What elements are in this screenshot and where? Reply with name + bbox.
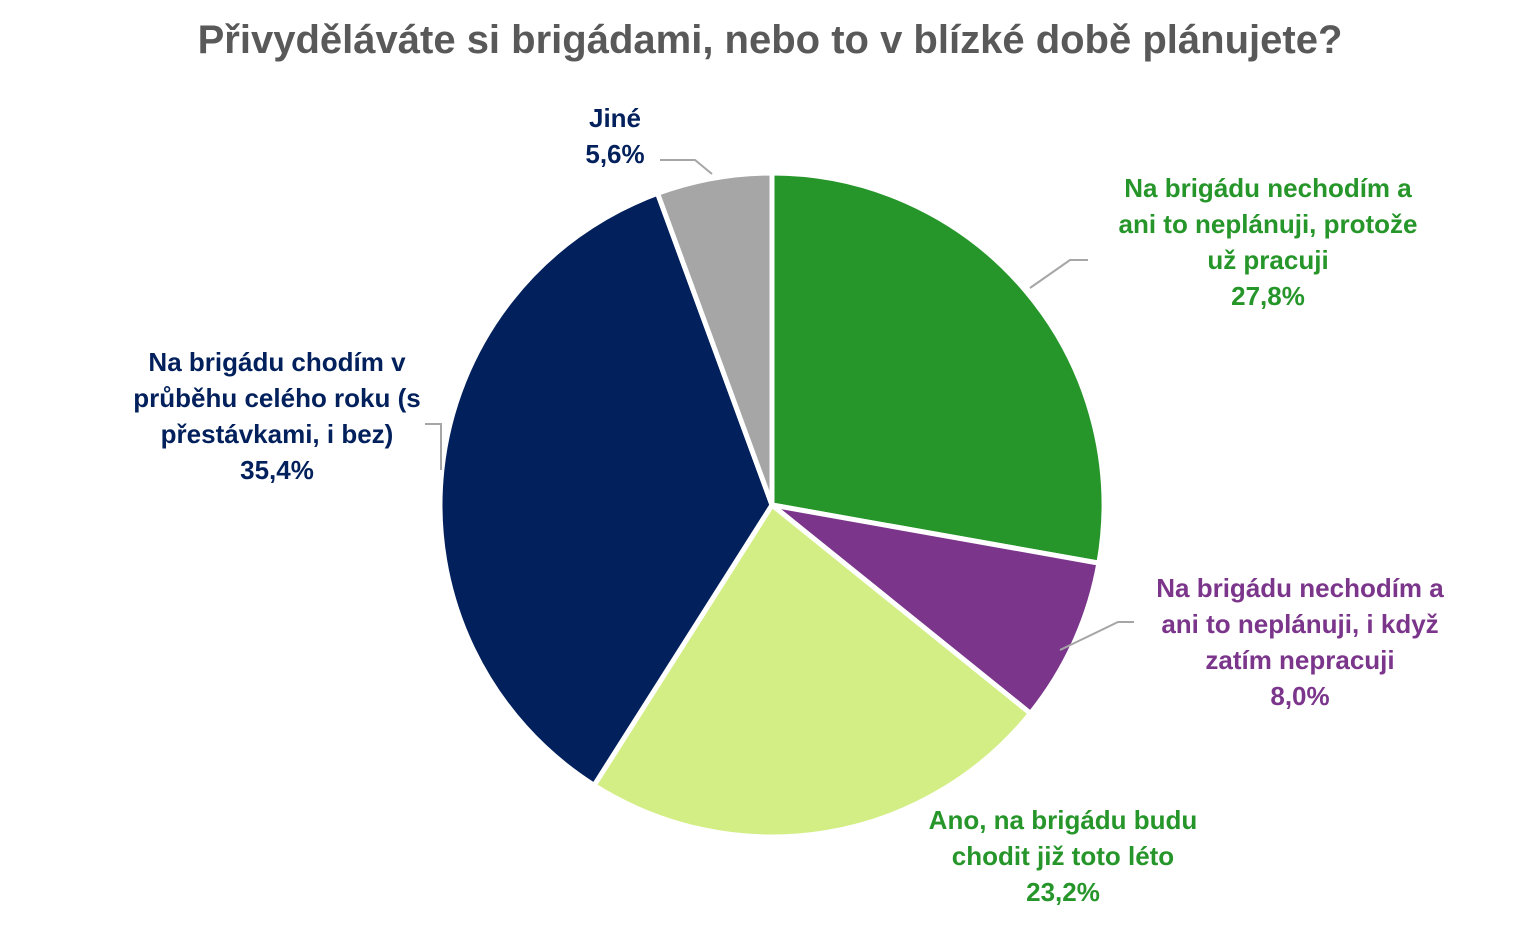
pie-slice-5 [655, 170, 775, 508]
chart-title: Přivyděláváte si brigádami, nebo to v bl… [197, 18, 1343, 62]
slice-category-label: chodit již toto léto [952, 841, 1174, 871]
slice-category-label: Ano, na brigádu budu [929, 805, 1198, 835]
slice-category-label: ani to neplánuji, protože [1119, 209, 1418, 239]
slice-category-label: Jiné [589, 103, 641, 133]
data-labels: Na brigádu nechodím a ani to neplánuji, p… [133, 103, 1444, 907]
pie-slice-1 [769, 170, 1107, 566]
slice-category-label: průběhu celého roku (s [133, 383, 421, 413]
slice-category-label: Na brigádu chodím v [148, 347, 406, 377]
leader-line-1 [1029, 259, 1088, 289]
leader-line-5 [660, 159, 713, 175]
slice-label-1: Na brigádu nechodím a ani to neplánuji, p… [1119, 173, 1418, 311]
slice-label-4: Na brigádu chodím v průběhu celého roku (… [133, 347, 421, 485]
slice-value-label: 35,4% [240, 455, 314, 485]
slice-category-label: Na brigádu nechodím a [1156, 573, 1444, 603]
slice-category-label: ani to neplánuji, i když [1161, 609, 1438, 639]
slice-category-label: přestávkami, i bez) [161, 419, 394, 449]
pie-slice-3 [591, 502, 1033, 840]
slice-value-label: 27,8% [1231, 281, 1305, 311]
pie-slices [437, 170, 1107, 840]
slice-label-5: Jiné 5,6% [585, 103, 644, 169]
slice-category-label: zatím nepracuji [1205, 645, 1394, 675]
leader-line-4 [425, 423, 442, 470]
slice-label-3: Ano, na brigádu budu chodit již toto léto… [929, 805, 1198, 907]
slice-category-label: už pracuji [1207, 245, 1328, 275]
slice-value-label: 8,0% [1270, 681, 1329, 711]
leader-lines [425, 159, 1134, 651]
slice-category-label: Na brigádu nechodím a [1124, 173, 1412, 203]
leader-line-2 [1059, 621, 1134, 651]
slice-label-2: Na brigádu nechodím a ani to neplánuji, i… [1156, 573, 1444, 711]
slice-value-label: 23,2% [1026, 877, 1100, 907]
slice-value-label: 5,6% [585, 139, 644, 169]
